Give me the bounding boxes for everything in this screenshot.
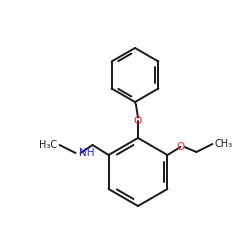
Text: O: O: [176, 142, 184, 152]
Text: CH₃: CH₃: [214, 139, 232, 149]
Text: NH: NH: [78, 148, 94, 158]
Text: H₃C: H₃C: [40, 140, 58, 150]
Text: O: O: [134, 116, 142, 126]
